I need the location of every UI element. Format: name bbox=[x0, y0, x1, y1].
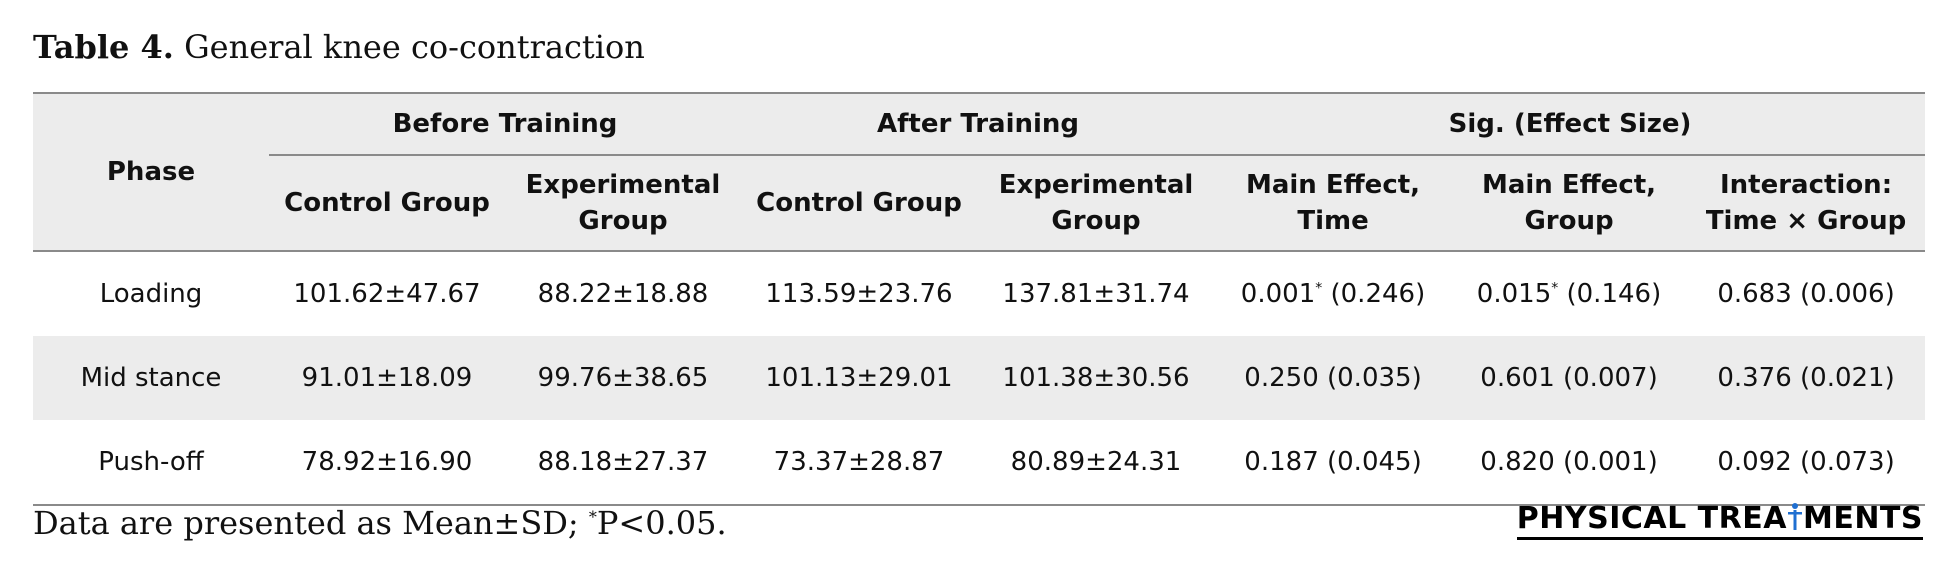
column-header-line: Interaction: bbox=[1719, 170, 1893, 200]
cell-main-effect-group: 0.820 (0.001) bbox=[1451, 420, 1687, 505]
cell-before-experimental: 88.18±27.37 bbox=[537, 447, 709, 477]
footnote-suffix: P<0.05. bbox=[596, 504, 727, 542]
footnote-prefix: Data are presented as Mean±SD; bbox=[33, 504, 589, 542]
cell-after-experimental: 101.38±30.56 bbox=[1002, 363, 1190, 393]
column-header-line: Control Group bbox=[756, 188, 962, 218]
cell-after-control: 113.59±23.76 bbox=[765, 279, 953, 309]
table-footnote: Data are presented as Mean±SD; *P<0.05. bbox=[33, 504, 727, 542]
column-header-line: Main Effect, bbox=[1245, 170, 1421, 200]
table-caption-text: General knee co-contraction bbox=[184, 28, 645, 66]
phase-header: Phase bbox=[33, 93, 269, 252]
logo-text-part2: MENTS bbox=[1802, 501, 1923, 536]
cell-before-control: 91.01±18.09 bbox=[301, 363, 473, 393]
cell-interaction: 0.376 (0.021) bbox=[1717, 363, 1895, 393]
cell-phase: Push-off bbox=[98, 447, 204, 477]
cell-main-effect-time: 0.250 (0.035) bbox=[1215, 336, 1451, 420]
column-header-line: Time × Group bbox=[1705, 206, 1907, 236]
footnote-mark: * bbox=[588, 507, 597, 527]
column-header-line: Group bbox=[1051, 206, 1141, 236]
column-header-line: Control Group bbox=[284, 188, 490, 218]
table-caption-label: Table 4. bbox=[33, 28, 174, 66]
cell-interaction: 0.092 (0.073) bbox=[1717, 447, 1895, 477]
cell-effect-size: (0.246) bbox=[1322, 279, 1426, 309]
group-header-significance: Sig. (Effect Size) bbox=[1215, 93, 1926, 156]
cell-interaction: 0.683 (0.006) bbox=[1717, 279, 1895, 309]
human-figure-icon bbox=[1787, 502, 1802, 532]
table-body: Loading 101.62±47.67 88.22±18.88 113.59±… bbox=[33, 251, 1926, 505]
cell-value: 0.187 (0.045) bbox=[1244, 447, 1422, 477]
cell-before-control: 101.62±47.67 bbox=[293, 279, 481, 309]
cell-after-control: 101.13±29.01 bbox=[765, 363, 953, 393]
journal-logo: PHYSICAL TREA MENTS bbox=[1516, 501, 1923, 540]
column-header-main-effect-group: Main Effect, Group bbox=[1451, 155, 1688, 252]
column-header-line: Experimental bbox=[998, 170, 1194, 200]
column-header-line: Time bbox=[1297, 206, 1369, 236]
column-header-main-effect-time: Main Effect, Time bbox=[1215, 155, 1452, 252]
cell-value: 0.015 bbox=[1476, 279, 1552, 309]
logo-text-part1: PHYSICAL TREA bbox=[1516, 501, 1787, 536]
column-header-line: Experimental bbox=[525, 170, 721, 200]
cell-before-experimental: 99.76±38.65 bbox=[537, 363, 709, 393]
column-header-after-control: Control Group bbox=[741, 155, 977, 252]
cell-main-effect-group: 0.601 (0.007) bbox=[1451, 336, 1687, 420]
cell-before-control: 78.92±16.90 bbox=[301, 447, 473, 477]
cell-value: 0.820 (0.001) bbox=[1480, 447, 1658, 477]
data-table: Phase Before Training After Training Sig… bbox=[33, 92, 1926, 506]
header-row-groups: Phase Before Training After Training Sig… bbox=[33, 93, 1926, 252]
column-header-after-experimental: Experimental Group bbox=[977, 155, 1216, 252]
group-header-after-training: After Training bbox=[741, 93, 1216, 156]
cell-before-experimental: 88.22±18.88 bbox=[537, 279, 709, 309]
cell-after-experimental: 137.81±31.74 bbox=[1002, 279, 1190, 309]
table-row: Push-off 78.92±16.90 88.18±27.37 73.37±2… bbox=[33, 420, 1925, 505]
table-container: Phase Before Training After Training Sig… bbox=[33, 92, 1926, 506]
significance-mark: * bbox=[1551, 280, 1559, 297]
table-row: Loading 101.62±47.67 88.22±18.88 113.59±… bbox=[33, 251, 1925, 336]
cell-after-control: 73.37±28.87 bbox=[773, 447, 945, 477]
cell-after-experimental: 80.89±24.31 bbox=[1010, 447, 1182, 477]
cell-main-effect-time: 0.187 (0.045) bbox=[1215, 420, 1451, 505]
table-caption: Table 4. General knee co-contraction bbox=[33, 28, 645, 66]
column-header-interaction: Interaction: Time × Group bbox=[1687, 155, 1926, 252]
column-header-line: Main Effect, bbox=[1481, 170, 1657, 200]
group-header-before-training: Before Training bbox=[269, 93, 741, 156]
header-row-columns: Control Group Experimental Group Control… bbox=[33, 155, 1926, 252]
cell-phase: Loading bbox=[99, 279, 203, 309]
column-header-before-control: Control Group bbox=[269, 155, 505, 252]
cell-value: 0.250 (0.035) bbox=[1244, 363, 1422, 393]
cell-value: 0.601 (0.007) bbox=[1480, 363, 1658, 393]
cell-main-effect-time: 0.001* (0.246) bbox=[1215, 251, 1451, 336]
significance-mark: * bbox=[1315, 280, 1323, 297]
table-header: Phase Before Training After Training Sig… bbox=[33, 93, 1926, 252]
table-row: Mid stance 91.01±18.09 99.76±38.65 101.1… bbox=[33, 336, 1926, 420]
column-header-line: Group bbox=[1524, 206, 1614, 236]
cell-main-effect-group: 0.015* (0.146) bbox=[1451, 251, 1687, 336]
cell-value: 0.001 bbox=[1240, 279, 1316, 309]
column-header-line: Group bbox=[578, 206, 668, 236]
cell-phase: Mid stance bbox=[80, 363, 222, 393]
cell-effect-size: (0.146) bbox=[1558, 279, 1662, 309]
column-header-before-experimental: Experimental Group bbox=[505, 155, 741, 252]
